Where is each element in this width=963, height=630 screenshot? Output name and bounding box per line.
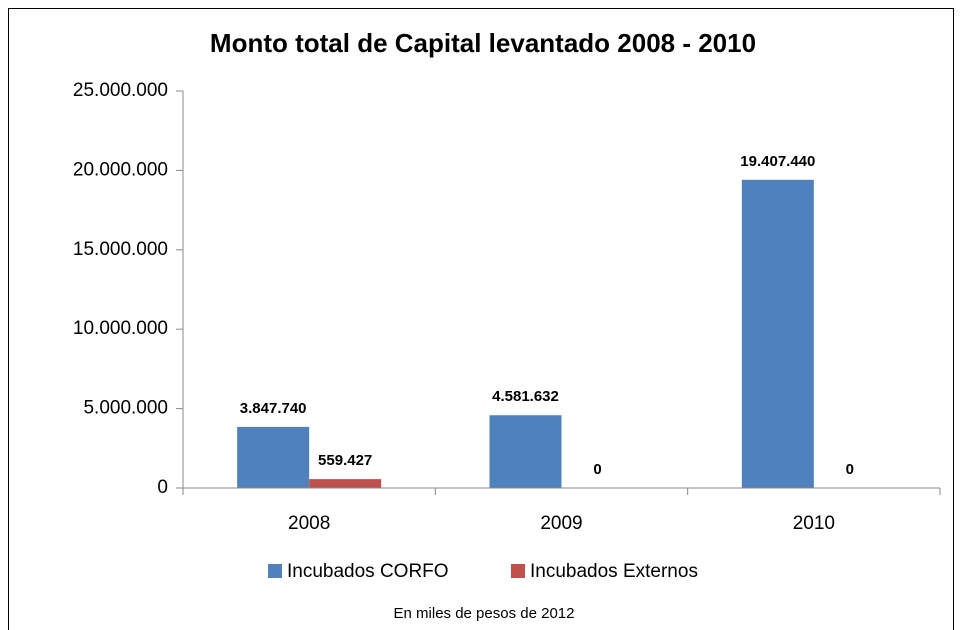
bar [741,179,814,488]
value-label: 19.407.440 [740,153,815,170]
x-tick-label: 2010 [793,513,835,534]
value-label: 559.427 [318,452,372,469]
x-tick-label: 2008 [288,513,330,534]
y-tick-label: 10.000.000 [73,318,168,339]
bar [237,426,310,488]
y-tick-label: 5.000.000 [83,398,168,419]
legend-swatch [511,564,525,578]
bar [489,415,562,488]
legend-label: Incubados Externos [530,561,698,582]
caption: En miles de pesos de 2012 [394,605,575,622]
x-tick-label: 2009 [540,513,582,534]
value-label: 3.847.740 [240,400,307,417]
chart-title: Monto total de Capital levantado 2008 - … [210,28,756,58]
bar [309,479,382,488]
y-tick-label: 0 [157,477,168,498]
legend-label: Incubados CORFO [287,561,449,582]
value-label: 4.581.632 [492,388,559,405]
legend-swatch [268,564,282,578]
y-tick-label: 15.000.000 [73,239,168,260]
y-tick-label: 25.000.000 [73,80,168,101]
y-tick-label: 20.000.000 [73,159,168,180]
value-label: 0 [846,461,854,478]
value-label: 0 [593,461,601,478]
